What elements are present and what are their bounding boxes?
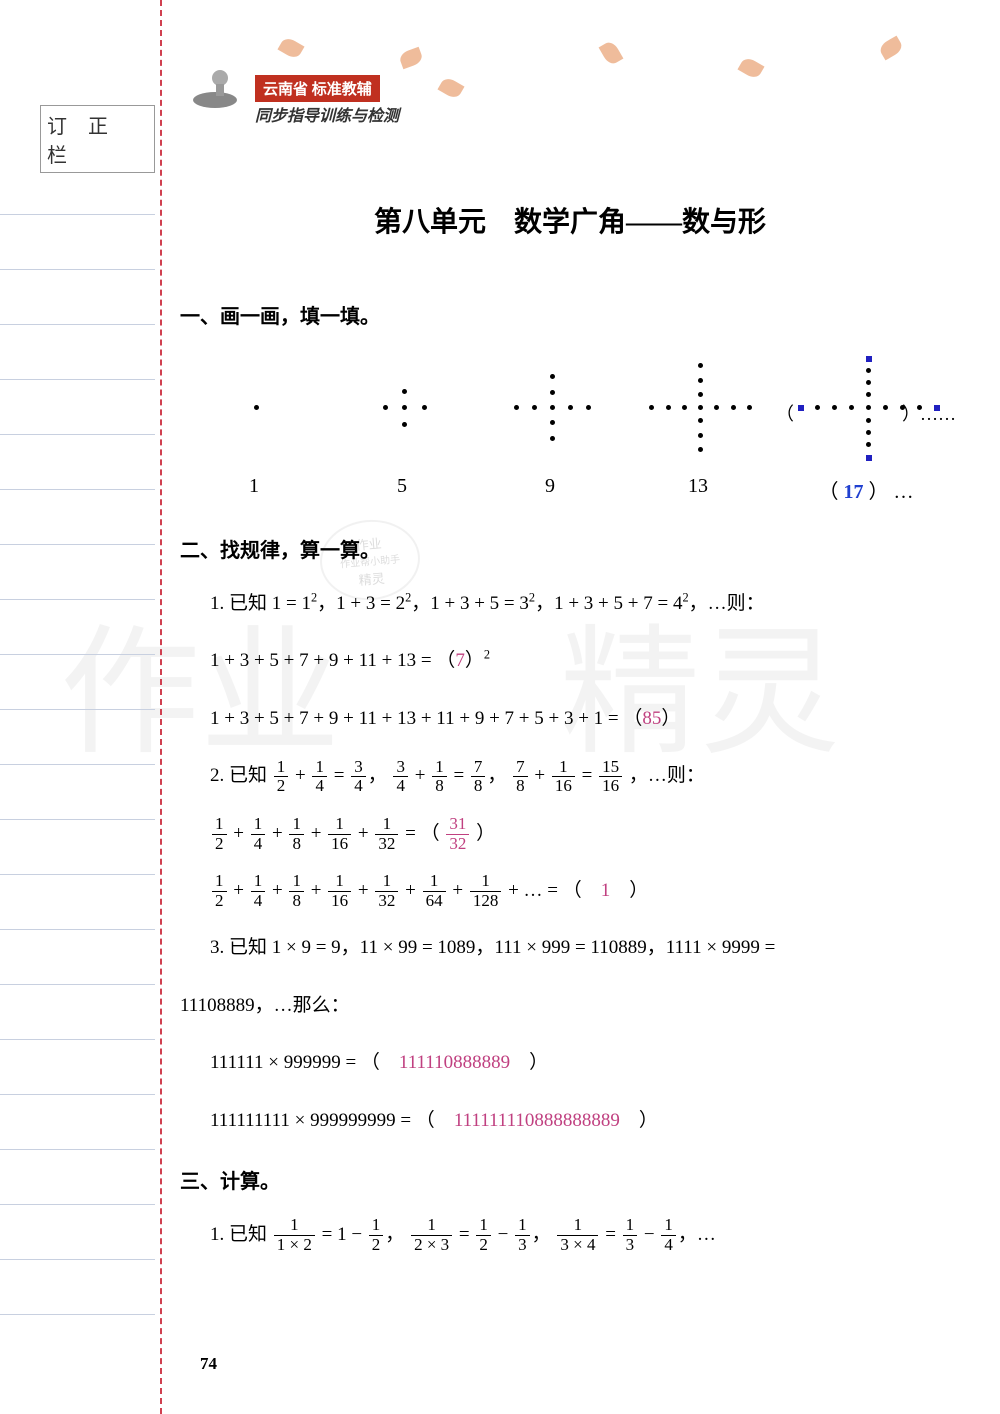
q1-given: 1. 已知 1 = 12，1 + 3 = 22，1 + 3 + 5 = 32，1… [210,579,960,628]
diagram-13 [633,350,763,460]
notebook-lines [0,160,155,1315]
correction-column: 订 正 栏 [0,0,155,1414]
banner-subtitle: 同步指导训练与检测 [255,102,399,126]
unit-title: 第八单元 数学广角——数与形 [180,200,960,240]
q3-1: 1. 已知 11 × 2 = 1 − 12， 12 × 3 = 12 − 13，… [210,1210,960,1259]
val-9: 9 [485,475,615,504]
diagram-5 [337,350,467,460]
q1-line2: 1 + 3 + 5 + 7 + 9 + 11 + 13 + 11 + 9 + 7… [210,694,960,743]
logo-icon [190,60,250,110]
q3-line2: 111111111 × 999999999 = （ 11111111088888… [210,1096,960,1145]
header-banner: 云南省 标准教辅 同步指导训练与检测 [180,40,940,140]
diagram-17-answer: （ ）…… [781,350,951,460]
val-1: 1 [189,475,319,504]
val-answer: （ 17 ） … [781,475,951,504]
diagram-9 [485,350,615,460]
q2-line2: 12 + 14 + 18 + 116 + 132 + 164 + 1128 + … [210,866,960,915]
dashed-divider [160,0,162,1414]
section2-header: 二、找规律，算一算。 [180,534,960,563]
val-5: 5 [337,475,467,504]
answer-row: 1 5 9 13 （ 17 ） … [180,475,960,504]
q1-line1: 1 + 3 + 5 + 7 + 9 + 11 + 13 = （7）2 [210,636,960,685]
section3-header: 三、计算。 [180,1165,960,1194]
q2-given: 2. 已知 12 + 14 = 34， 34 + 18 = 78， 78 + 1… [210,751,960,800]
section1-header: 一、画一画，填一填。 [180,300,960,329]
val-13: 13 [633,475,763,504]
diagram-1 [189,350,319,460]
main-content: 第八单元 数学广角——数与形 一、画一画，填一填。 [180,200,960,1267]
banner-red-label: 云南省 标准教辅 [255,75,380,102]
q2-line1: 12 + 14 + 18 + 116 + 132 = （ 3132 ） [210,809,960,858]
page-number: 74 [200,1354,217,1374]
q3-line1: 111111 × 999999 = （ 111110888889 ） [210,1038,960,1087]
diagram-row: （ ）…… [180,345,960,465]
q3-given2: 11108889，…那么： [180,981,960,1030]
q3-given: 3. 已知 1 × 9 = 9，11 × 99 = 1089，111 × 999… [210,923,960,972]
